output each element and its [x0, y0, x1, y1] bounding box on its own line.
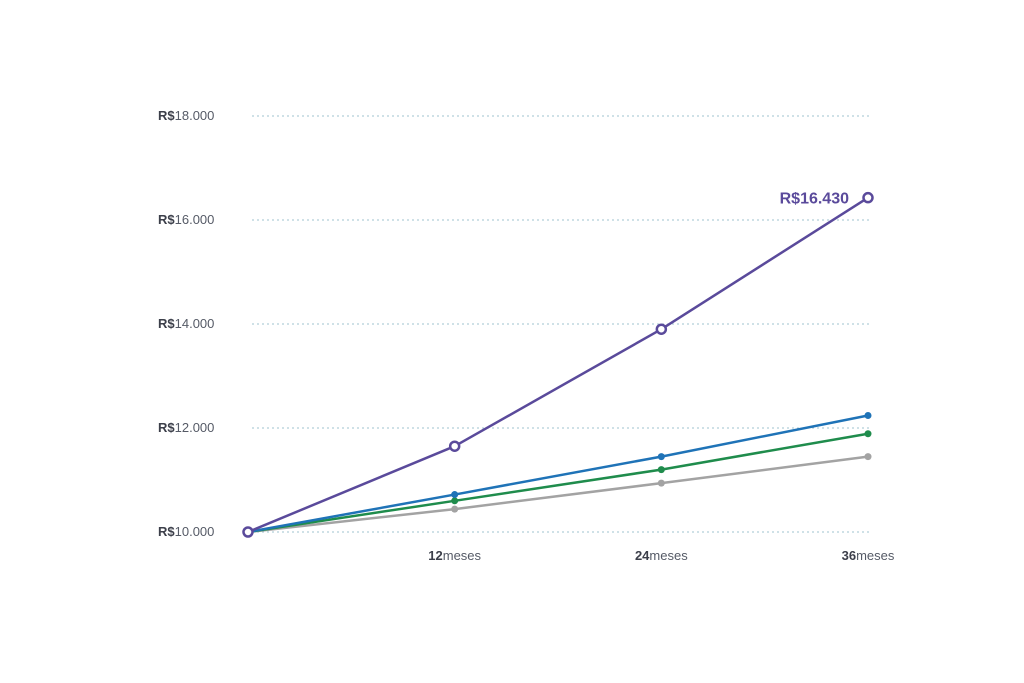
data-point-marker: [448, 440, 461, 452]
y-tick-number: 12.000: [175, 420, 215, 435]
y-tick-label: R$10.000: [158, 524, 214, 539]
series-line: [246, 455, 870, 534]
y-tick-currency: R$: [158, 108, 175, 123]
x-axis-ticks: 12meses 24meses 36meses: [428, 548, 895, 563]
x-tick-number: 24: [635, 548, 650, 563]
data-point-marker: [242, 526, 254, 538]
data-point-marker: [657, 479, 665, 487]
y-tick-currency: R$: [158, 524, 175, 539]
data-point-marker: [451, 505, 459, 513]
y-tick-number: 18.000: [175, 108, 215, 123]
data-point-marker: [657, 453, 665, 461]
data-point-marker: [657, 466, 665, 474]
x-tick-unit: meses: [443, 548, 482, 563]
y-tick-label: R$12.000: [158, 420, 214, 435]
y-tick-label: R$14.000: [158, 316, 214, 331]
x-tick-number: 12: [428, 548, 442, 563]
x-tick-unit: meses: [649, 548, 688, 563]
data-point-marker: [655, 323, 668, 335]
series-line: [246, 414, 870, 534]
data-point-marker: [864, 430, 872, 438]
x-tick-label: 12meses: [428, 548, 481, 563]
series-lines: [242, 191, 874, 538]
series-3: [242, 191, 874, 538]
data-point-marker: [864, 453, 872, 461]
y-tick-currency: R$: [158, 316, 175, 331]
data-point-marker: [451, 491, 459, 499]
series-2: [246, 412, 872, 534]
annotations: R$16.430: [780, 191, 849, 208]
y-tick-number: 16.000: [175, 212, 215, 227]
x-tick-label: 24meses: [635, 548, 688, 563]
x-tick-label: 36meses: [842, 548, 895, 563]
series-line: [246, 432, 870, 534]
y-tick-label: R$18.000: [158, 108, 214, 123]
series-0: [246, 453, 872, 534]
grid-lines: [252, 115, 870, 533]
y-tick-number: 14.000: [175, 316, 215, 331]
x-tick-number: 36: [842, 548, 856, 563]
x-tick-unit: meses: [856, 548, 895, 563]
y-tick-currency: R$: [158, 420, 175, 435]
series-1: [246, 430, 872, 534]
end-value-label: R$16.430: [780, 191, 849, 208]
data-point-marker: [451, 497, 459, 505]
y-tick-currency: R$: [158, 212, 175, 227]
data-point-marker: [862, 191, 874, 204]
data-point-marker: [864, 412, 872, 420]
series-line: [246, 196, 870, 534]
y-tick-number: 10.000: [175, 524, 215, 539]
y-tick-label: R$16.000: [158, 212, 214, 227]
